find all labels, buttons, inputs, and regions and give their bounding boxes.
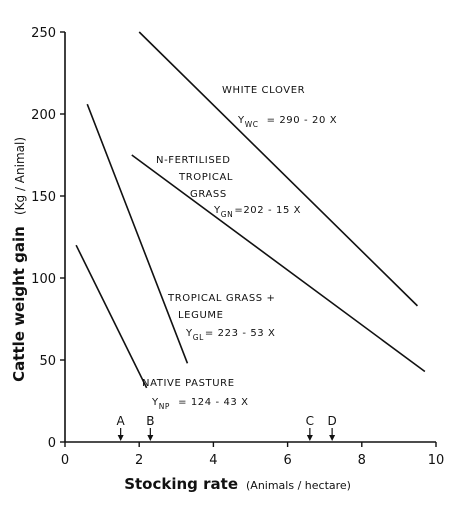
y-tick-label: 250 — [31, 26, 56, 41]
marker-label: A — [117, 414, 126, 428]
annotation-line: TROPICAL — [178, 172, 233, 183]
y-tick-label: 50 — [39, 354, 56, 369]
annotation-n-fertilised-tropical-grass: N-FERTILISED TROPICAL GRASS YGN=202 - 15… — [156, 155, 301, 219]
y-axis-title: Cattle weight gain (Kg / Animal) — [10, 137, 28, 382]
series-line-n-fertilised-tropical-grass — [131, 154, 426, 373]
y-tick-label: 200 — [31, 108, 56, 123]
marker-arrow-head — [117, 435, 124, 441]
annotation-line: NATIVE PASTURE — [142, 378, 235, 389]
axes — [64, 32, 436, 443]
marker-c: C — [306, 414, 314, 441]
series-lines — [75, 31, 426, 389]
annotation-line: TROPICAL GRASS + — [167, 293, 275, 304]
marker-label: B — [146, 414, 154, 428]
y-tick-label: 150 — [31, 190, 56, 205]
marker-label: D — [327, 414, 336, 428]
marker-arrow-head — [147, 435, 154, 441]
y-tick-label: 100 — [31, 272, 56, 287]
marker-a: A — [117, 414, 126, 441]
equation-native-pasture: YNP = 124 - 43 X — [151, 397, 249, 411]
annotation-line: GRASS — [190, 189, 227, 200]
marker-label: C — [306, 414, 314, 428]
x-tick-label: 2 — [135, 453, 143, 468]
x-tick-label: 4 — [209, 453, 217, 468]
x-tick-label: 8 — [358, 453, 366, 468]
ticks: 0 50 100 150 200 250 0 2 4 6 8 10 — [31, 26, 444, 468]
equation-n-fertilised: YGN=202 - 15 X — [213, 205, 301, 219]
x-tick-label: 0 — [61, 453, 69, 468]
annotation-line: WHITE CLOVER — [222, 85, 305, 96]
x-axis-label: Stocking rate — [124, 475, 238, 493]
series-line-native-pasture — [75, 244, 148, 389]
annotation-white-clover: WHITE CLOVER YWC = 290 - 20 X — [222, 85, 337, 129]
equation-white-clover: YWC = 290 - 20 X — [237, 115, 337, 129]
y-axis-unit-label: (Kg / Animal) — [13, 137, 27, 215]
marker-b: B — [146, 414, 154, 441]
equation-grass-legume: YGL= 223 - 53 X — [185, 328, 276, 342]
annotation-native-pasture: NATIVE PASTURE YNP = 124 - 43 X — [142, 378, 249, 411]
annotation-tropical-grass-legume: TROPICAL GRASS + LEGUME YGL= 223 - 53 X — [167, 293, 276, 342]
y-tick-label: 0 — [48, 436, 56, 451]
series-line-white-clover — [138, 31, 419, 307]
marker-arrow-head — [306, 435, 313, 441]
annotation-line: LEGUME — [178, 310, 224, 321]
marker-d: D — [327, 414, 337, 441]
x-axis-unit-label: (Animals / hectare) — [246, 479, 351, 492]
series-line-tropical-grass-legume — [86, 103, 189, 364]
x-tick-label: 6 — [283, 453, 291, 468]
annotation-line: N-FERTILISED — [156, 155, 231, 166]
y-axis-label: Cattle weight gain — [10, 226, 28, 382]
marker-arrow-head — [329, 435, 336, 441]
x-tick-label: 10 — [428, 453, 445, 468]
